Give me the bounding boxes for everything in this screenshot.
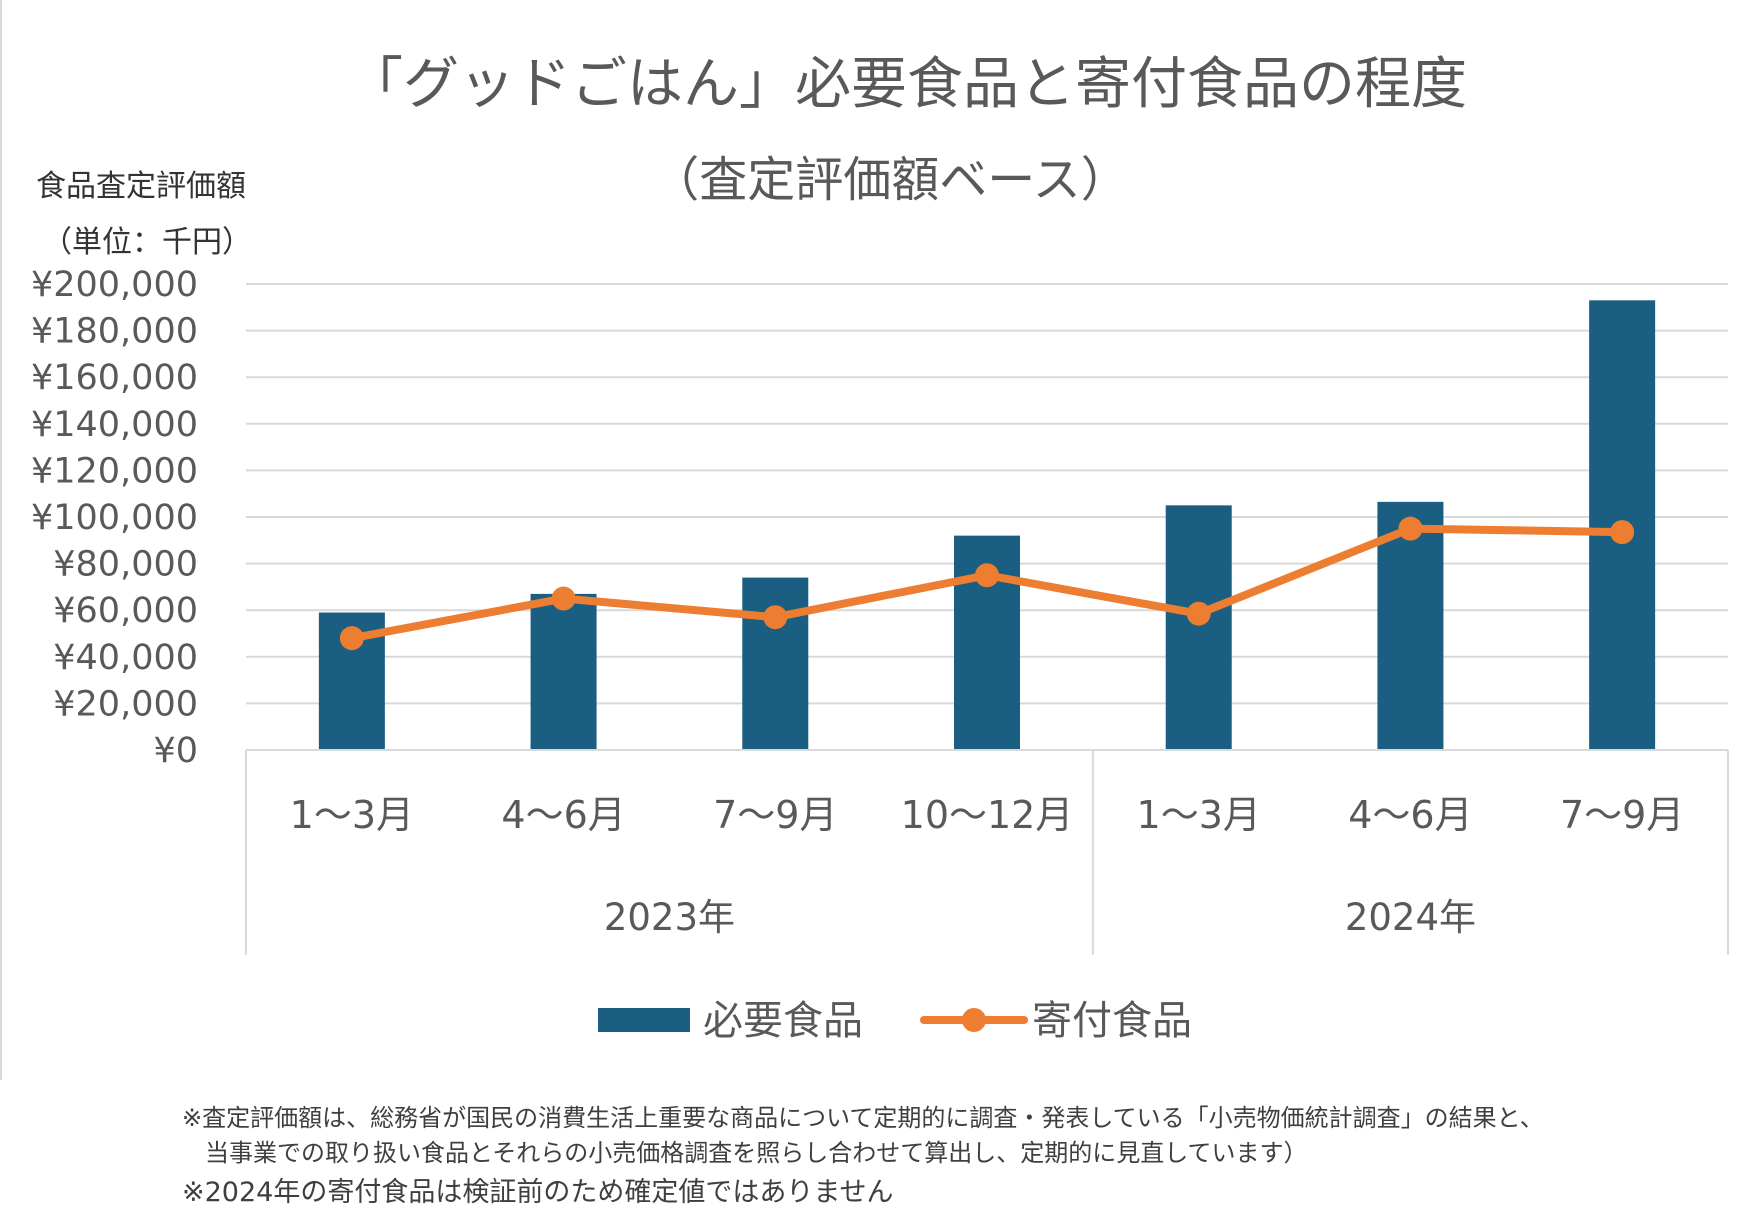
footnote-line-1: ※査定評価額は、総務省が国民の消費生活上重要な商品について定期的に調査・発表して… xyxy=(182,1104,1544,1132)
point-寄付食品 xyxy=(763,605,788,630)
x-tick-label: 7～9月 xyxy=(1560,793,1684,837)
legend-swatch-bar xyxy=(598,1008,690,1032)
x-tick-label: 1～3月 xyxy=(290,793,414,837)
x-tick-label: 10～12月 xyxy=(901,793,1074,837)
footnote-line-2: 当事業での取り扱い食品とそれらの小売価格調査を照らし合わせて算出し、定期的に見直… xyxy=(205,1139,1308,1167)
y-tick-label: ¥160,000 xyxy=(31,358,198,398)
bar-必要食品 xyxy=(530,593,597,750)
y-tick-label: ¥140,000 xyxy=(31,405,198,445)
chart-svg: 「グッドごはん」必要食品と寄付食品の程度 （査定評価額ベース） 食品査定評価額 （単位… xyxy=(31,52,1729,1044)
y-tick-label: ¥120,000 xyxy=(31,451,198,491)
point-寄付食品 xyxy=(339,626,364,651)
y-tick-label: ¥20,000 xyxy=(53,684,198,724)
legend-label: 寄付食品 xyxy=(1032,998,1192,1044)
chart-subtitle: （査定評価額ベース） xyxy=(651,152,1129,208)
legend-label: 必要食品 xyxy=(703,998,863,1044)
y-tick-label: ¥200,000 xyxy=(31,265,198,305)
x-tick-label: 4～6月 xyxy=(501,793,625,837)
y-tick-label: ¥40,000 xyxy=(53,638,198,678)
point-寄付食品 xyxy=(1610,520,1635,545)
point-寄付食品 xyxy=(975,563,999,588)
x-group-label: 2024年 xyxy=(1345,896,1476,939)
point-寄付食品 xyxy=(1186,601,1211,626)
x-group-label: 2023年 xyxy=(604,896,735,939)
y-tick-label: ¥0 xyxy=(153,731,198,771)
point-寄付食品 xyxy=(1398,516,1423,541)
bar-必要食品 xyxy=(1377,501,1444,750)
x-tick-label: 7～9月 xyxy=(713,793,837,837)
x-tick-label: 1～3月 xyxy=(1137,793,1261,837)
y-axis-unit-label: （単位：千円） xyxy=(42,225,252,260)
x-tick-label: 4～6月 xyxy=(1348,793,1472,837)
chart-frame: 「グッドごはん」必要食品と寄付食品の程度 （査定評価額ベース） 食品査定評価額 （単位… xyxy=(0,0,1729,1080)
point-寄付食品 xyxy=(551,586,576,611)
y-tick-label: ¥100,000 xyxy=(31,498,198,538)
footnote-line-3: ※2024年の寄付食品は検証前のため確定値ではありません xyxy=(182,1177,894,1208)
y-tick-label: ¥180,000 xyxy=(31,312,198,352)
bar-必要食品 xyxy=(742,577,809,750)
legend-swatch-marker xyxy=(962,1008,986,1032)
chart-title: 「グッドごはん」必要食品と寄付食品の程度 xyxy=(347,52,1467,117)
y-tick-label: ¥60,000 xyxy=(53,591,198,631)
y-axis-label: 食品査定評価額 xyxy=(36,169,246,204)
y-tick-label: ¥80,000 xyxy=(53,545,198,585)
bar-必要食品 xyxy=(1165,505,1232,750)
